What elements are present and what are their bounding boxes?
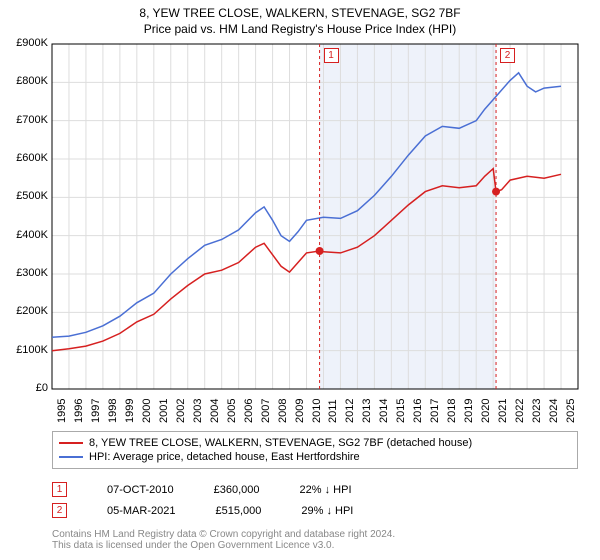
x-tick-label: 1999 <box>124 399 136 423</box>
legend-item: HPI: Average price, detached house, East… <box>59 450 571 464</box>
legend-label: 8, YEW TREE CLOSE, WALKERN, STEVENAGE, S… <box>89 437 472 449</box>
chart-subtitle: Price paid vs. HM Land Registry's House … <box>0 20 600 40</box>
x-tick-label: 2005 <box>226 399 238 423</box>
x-tick-label: 2011 <box>327 399 339 423</box>
x-tick-label: 2015 <box>395 399 407 423</box>
transaction-delta: 22% ↓ HPI <box>300 484 352 496</box>
legend-swatch <box>59 442 83 444</box>
x-tick-label: 2006 <box>243 399 255 423</box>
y-tick-label: £500K <box>0 190 48 202</box>
y-tick-label: £900K <box>0 37 48 49</box>
y-tick-label: £100K <box>0 344 48 356</box>
x-tick-label: 2017 <box>429 399 441 423</box>
transaction-price: £515,000 <box>215 505 261 517</box>
x-tick-label: 2001 <box>158 399 170 423</box>
y-tick-label: £300K <box>0 267 48 279</box>
x-tick-label: 2008 <box>277 399 289 423</box>
x-tick-label: 2004 <box>209 399 221 423</box>
legend-swatch <box>59 456 83 458</box>
transaction-row-marker: 1 <box>52 482 67 497</box>
transaction-row: 2 05-MAR-2021 £515,000 29% ↓ HPI <box>52 500 353 521</box>
x-tick-label: 2013 <box>361 399 373 423</box>
x-tick-label: 2024 <box>548 399 560 423</box>
x-tick-label: 2003 <box>192 399 204 423</box>
x-tick-label: 2000 <box>141 399 153 423</box>
chart-footer: Contains HM Land Registry data © Crown c… <box>52 529 395 551</box>
transaction-marker: 2 <box>500 48 515 63</box>
transaction-marker: 1 <box>324 48 339 63</box>
x-tick-label: 2016 <box>412 399 424 423</box>
transaction-row: 1 07-OCT-2010 £360,000 22% ↓ HPI <box>52 479 353 500</box>
x-tick-label: 2021 <box>497 399 509 423</box>
x-tick-label: 2018 <box>446 399 458 423</box>
x-tick-label: 1997 <box>90 399 102 423</box>
x-tick-label: 1998 <box>107 399 119 423</box>
x-tick-label: 2023 <box>531 399 543 423</box>
y-tick-label: £400K <box>0 229 48 241</box>
legend: 8, YEW TREE CLOSE, WALKERN, STEVENAGE, S… <box>52 431 578 469</box>
y-tick-label: £0 <box>0 382 48 394</box>
transaction-date: 07-OCT-2010 <box>107 484 174 496</box>
transaction-row-marker: 2 <box>52 503 67 518</box>
transaction-table: 1 07-OCT-2010 £360,000 22% ↓ HPI 2 05-MAR-202… <box>52 479 353 521</box>
x-tick-label: 2014 <box>378 399 390 423</box>
x-tick-label: 1995 <box>56 399 68 423</box>
x-tick-label: 2012 <box>344 399 356 423</box>
footer-line: This data is licensed under the Open Gov… <box>52 540 395 551</box>
transaction-date: 05-MAR-2021 <box>107 505 175 517</box>
transaction-price: £360,000 <box>214 484 260 496</box>
legend-label: HPI: Average price, detached house, East… <box>89 451 360 463</box>
x-tick-label: 2002 <box>175 399 187 423</box>
y-tick-label: £600K <box>0 152 48 164</box>
chart-plot-area <box>52 44 578 389</box>
y-tick-label: £800K <box>0 75 48 87</box>
y-tick-label: £700K <box>0 114 48 126</box>
x-tick-label: 2007 <box>260 399 272 423</box>
y-tick-label: £200K <box>0 305 48 317</box>
x-tick-label: 2019 <box>463 399 475 423</box>
chart-title: 8, YEW TREE CLOSE, WALKERN, STEVENAGE, S… <box>0 0 600 20</box>
legend-item: 8, YEW TREE CLOSE, WALKERN, STEVENAGE, S… <box>59 436 571 450</box>
x-tick-label: 2009 <box>294 399 306 423</box>
transaction-delta: 29% ↓ HPI <box>301 505 353 517</box>
x-tick-label: 1996 <box>73 399 85 423</box>
footer-line: Contains HM Land Registry data © Crown c… <box>52 529 395 540</box>
x-tick-label: 2022 <box>514 399 526 423</box>
x-tick-label: 2010 <box>311 399 323 423</box>
x-tick-label: 2025 <box>565 399 577 423</box>
x-tick-label: 2020 <box>480 399 492 423</box>
